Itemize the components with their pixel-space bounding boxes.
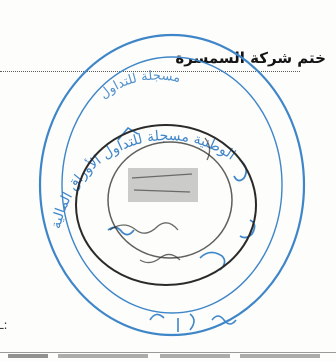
black-stamp-scribble	[204, 137, 211, 161]
black-stamp-emblem-lines	[131, 173, 193, 193]
blue-stamp	[38, 33, 306, 337]
blue-stamp-mark	[233, 159, 248, 182]
black-stamp-emblem	[128, 168, 198, 202]
blue-stamp-outer-ring	[38, 33, 306, 337]
blue-stamp-fragment	[211, 315, 237, 325]
blue-stamp-inner-ring	[61, 56, 283, 314]
left-edge-fragment: ـ:	[0, 318, 8, 332]
bottom-stamp-fragments	[149, 313, 237, 332]
dotted-divider	[0, 71, 300, 72]
black-stamp-inner-ring	[107, 141, 233, 259]
blue-stamp-middle-text: مسجلة للتداول	[97, 68, 182, 102]
black-stamp-scribble	[139, 253, 181, 264]
black-stamp-scribble	[109, 222, 179, 234]
blue-stamp-fragment	[149, 313, 165, 321]
stamp-heading: ختم شركة السمسرة	[175, 49, 326, 67]
black-stamp-outer-ring	[75, 124, 257, 286]
black-stamp	[75, 124, 257, 286]
bottom-printed-line	[0, 352, 336, 358]
blue-stamp-fragment	[189, 313, 195, 331]
